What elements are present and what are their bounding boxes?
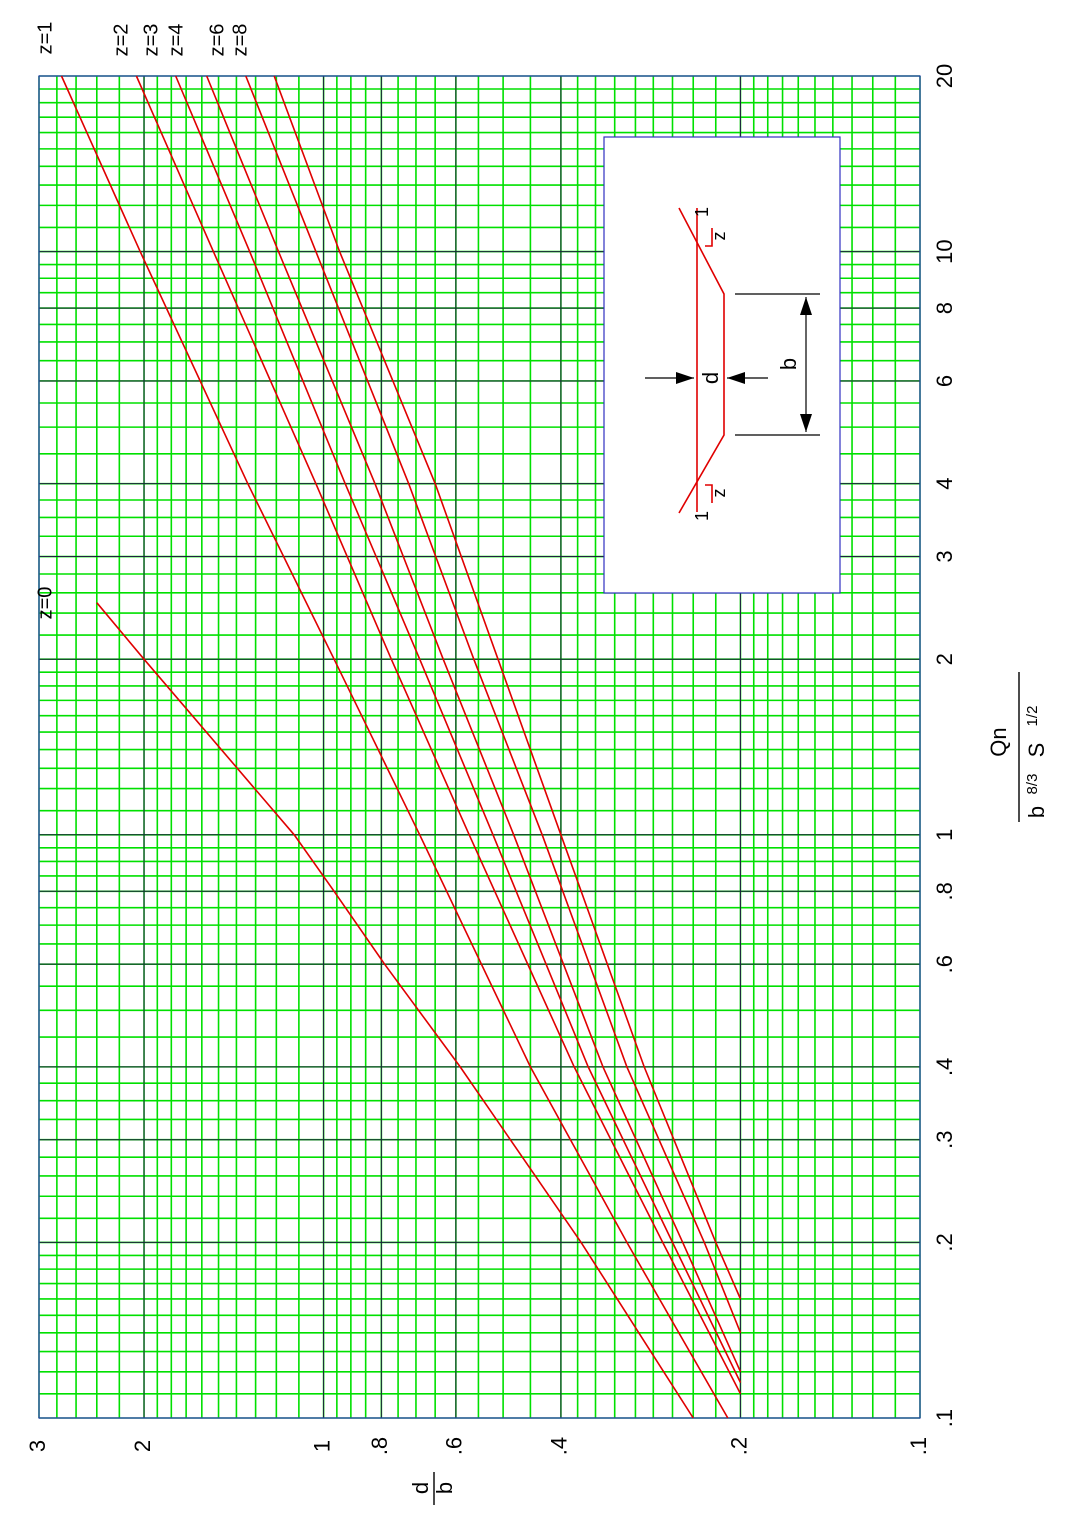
curve-label: z=4 xyxy=(165,24,187,57)
x-tick-label: 8 xyxy=(932,302,957,314)
series-line-z6 xyxy=(245,75,742,1334)
series-line-z4 xyxy=(205,75,742,1373)
x-tick-label: 20 xyxy=(932,64,957,88)
inset-label-b: b xyxy=(776,358,801,370)
series-line-z8 xyxy=(273,75,742,1300)
x-tick-label: .2 xyxy=(932,1233,957,1251)
channel-section xyxy=(678,207,725,514)
inset-slope-z-left: z xyxy=(709,489,729,498)
curve-label: z=8 xyxy=(229,24,251,57)
inset-slope-1-right: 1 xyxy=(692,207,712,217)
slope-mark-left xyxy=(705,484,713,503)
x-axis-title-denominator: b xyxy=(1024,806,1049,818)
x-axis-title-numerator: Qn xyxy=(986,727,1011,756)
y-tick-label: .2 xyxy=(726,1437,751,1455)
arrow-d-right xyxy=(727,372,745,384)
x-tick-label: .3 xyxy=(932,1131,957,1149)
x-axis-title-s: S xyxy=(1024,743,1049,758)
series-line-z0 xyxy=(96,602,694,1419)
series-line-z3 xyxy=(174,75,742,1383)
y-tick-label: .8 xyxy=(367,1437,392,1455)
inset-slope-1-left: 1 xyxy=(692,511,712,521)
y-tick-label: 3 xyxy=(25,1440,50,1452)
x-tick-label: 6 xyxy=(932,375,957,387)
x-tick-label: 2 xyxy=(932,653,957,665)
x-axis-title-exp2: 1/2 xyxy=(1024,706,1041,727)
y-axis-title-numerator: d xyxy=(408,1482,433,1494)
slope-mark-right xyxy=(705,228,713,247)
y-tick-label: 2 xyxy=(130,1440,155,1452)
x-tick-label: .6 xyxy=(932,955,957,973)
x-tick-label: 10 xyxy=(932,239,957,263)
y-tick-label: .1 xyxy=(906,1437,931,1455)
arrow-d-left xyxy=(676,372,694,384)
x-tick-label: .4 xyxy=(932,1058,957,1076)
y-tick-label: .4 xyxy=(547,1437,572,1455)
curve-label: z=6 xyxy=(206,24,228,57)
plot-border xyxy=(38,75,921,1419)
series-line-z1 xyxy=(60,75,729,1419)
channel-inset: d b z 1 z 1 xyxy=(603,136,841,594)
inset-slope-z-right: z xyxy=(709,232,729,241)
series-line-z2 xyxy=(135,75,742,1395)
y-tick-label: .6 xyxy=(442,1437,467,1455)
x-tick-label: 1 xyxy=(932,829,957,841)
x-tick-label: 3 xyxy=(932,550,957,562)
curve-label: z=2 xyxy=(110,24,132,57)
x-tick-label: .1 xyxy=(932,1409,957,1427)
inset-box xyxy=(603,136,841,594)
inset-label-d: d xyxy=(698,372,723,384)
curve-label: z=0 xyxy=(34,587,56,620)
arrow-b-bottom xyxy=(800,414,812,432)
arrow-b-top xyxy=(800,297,812,315)
chart-curves xyxy=(60,75,742,1419)
x-tick-label: .8 xyxy=(932,882,957,900)
y-tick-label: 1 xyxy=(309,1440,334,1452)
curve-label: z=1 xyxy=(34,22,56,55)
chart-labels: .1 .2 .3 .4 .6 .8 1 2 3 4 6 8 10 20 .1 .2 .4 .6 .8 1 2 3 z=0 z=… xyxy=(25,22,1049,1505)
x-axis-title-exp1: 8/3 xyxy=(1024,774,1041,795)
curve-label: z=3 xyxy=(140,24,162,57)
y-axis-title-denominator: b xyxy=(432,1482,457,1494)
x-tick-label: 4 xyxy=(932,478,957,490)
